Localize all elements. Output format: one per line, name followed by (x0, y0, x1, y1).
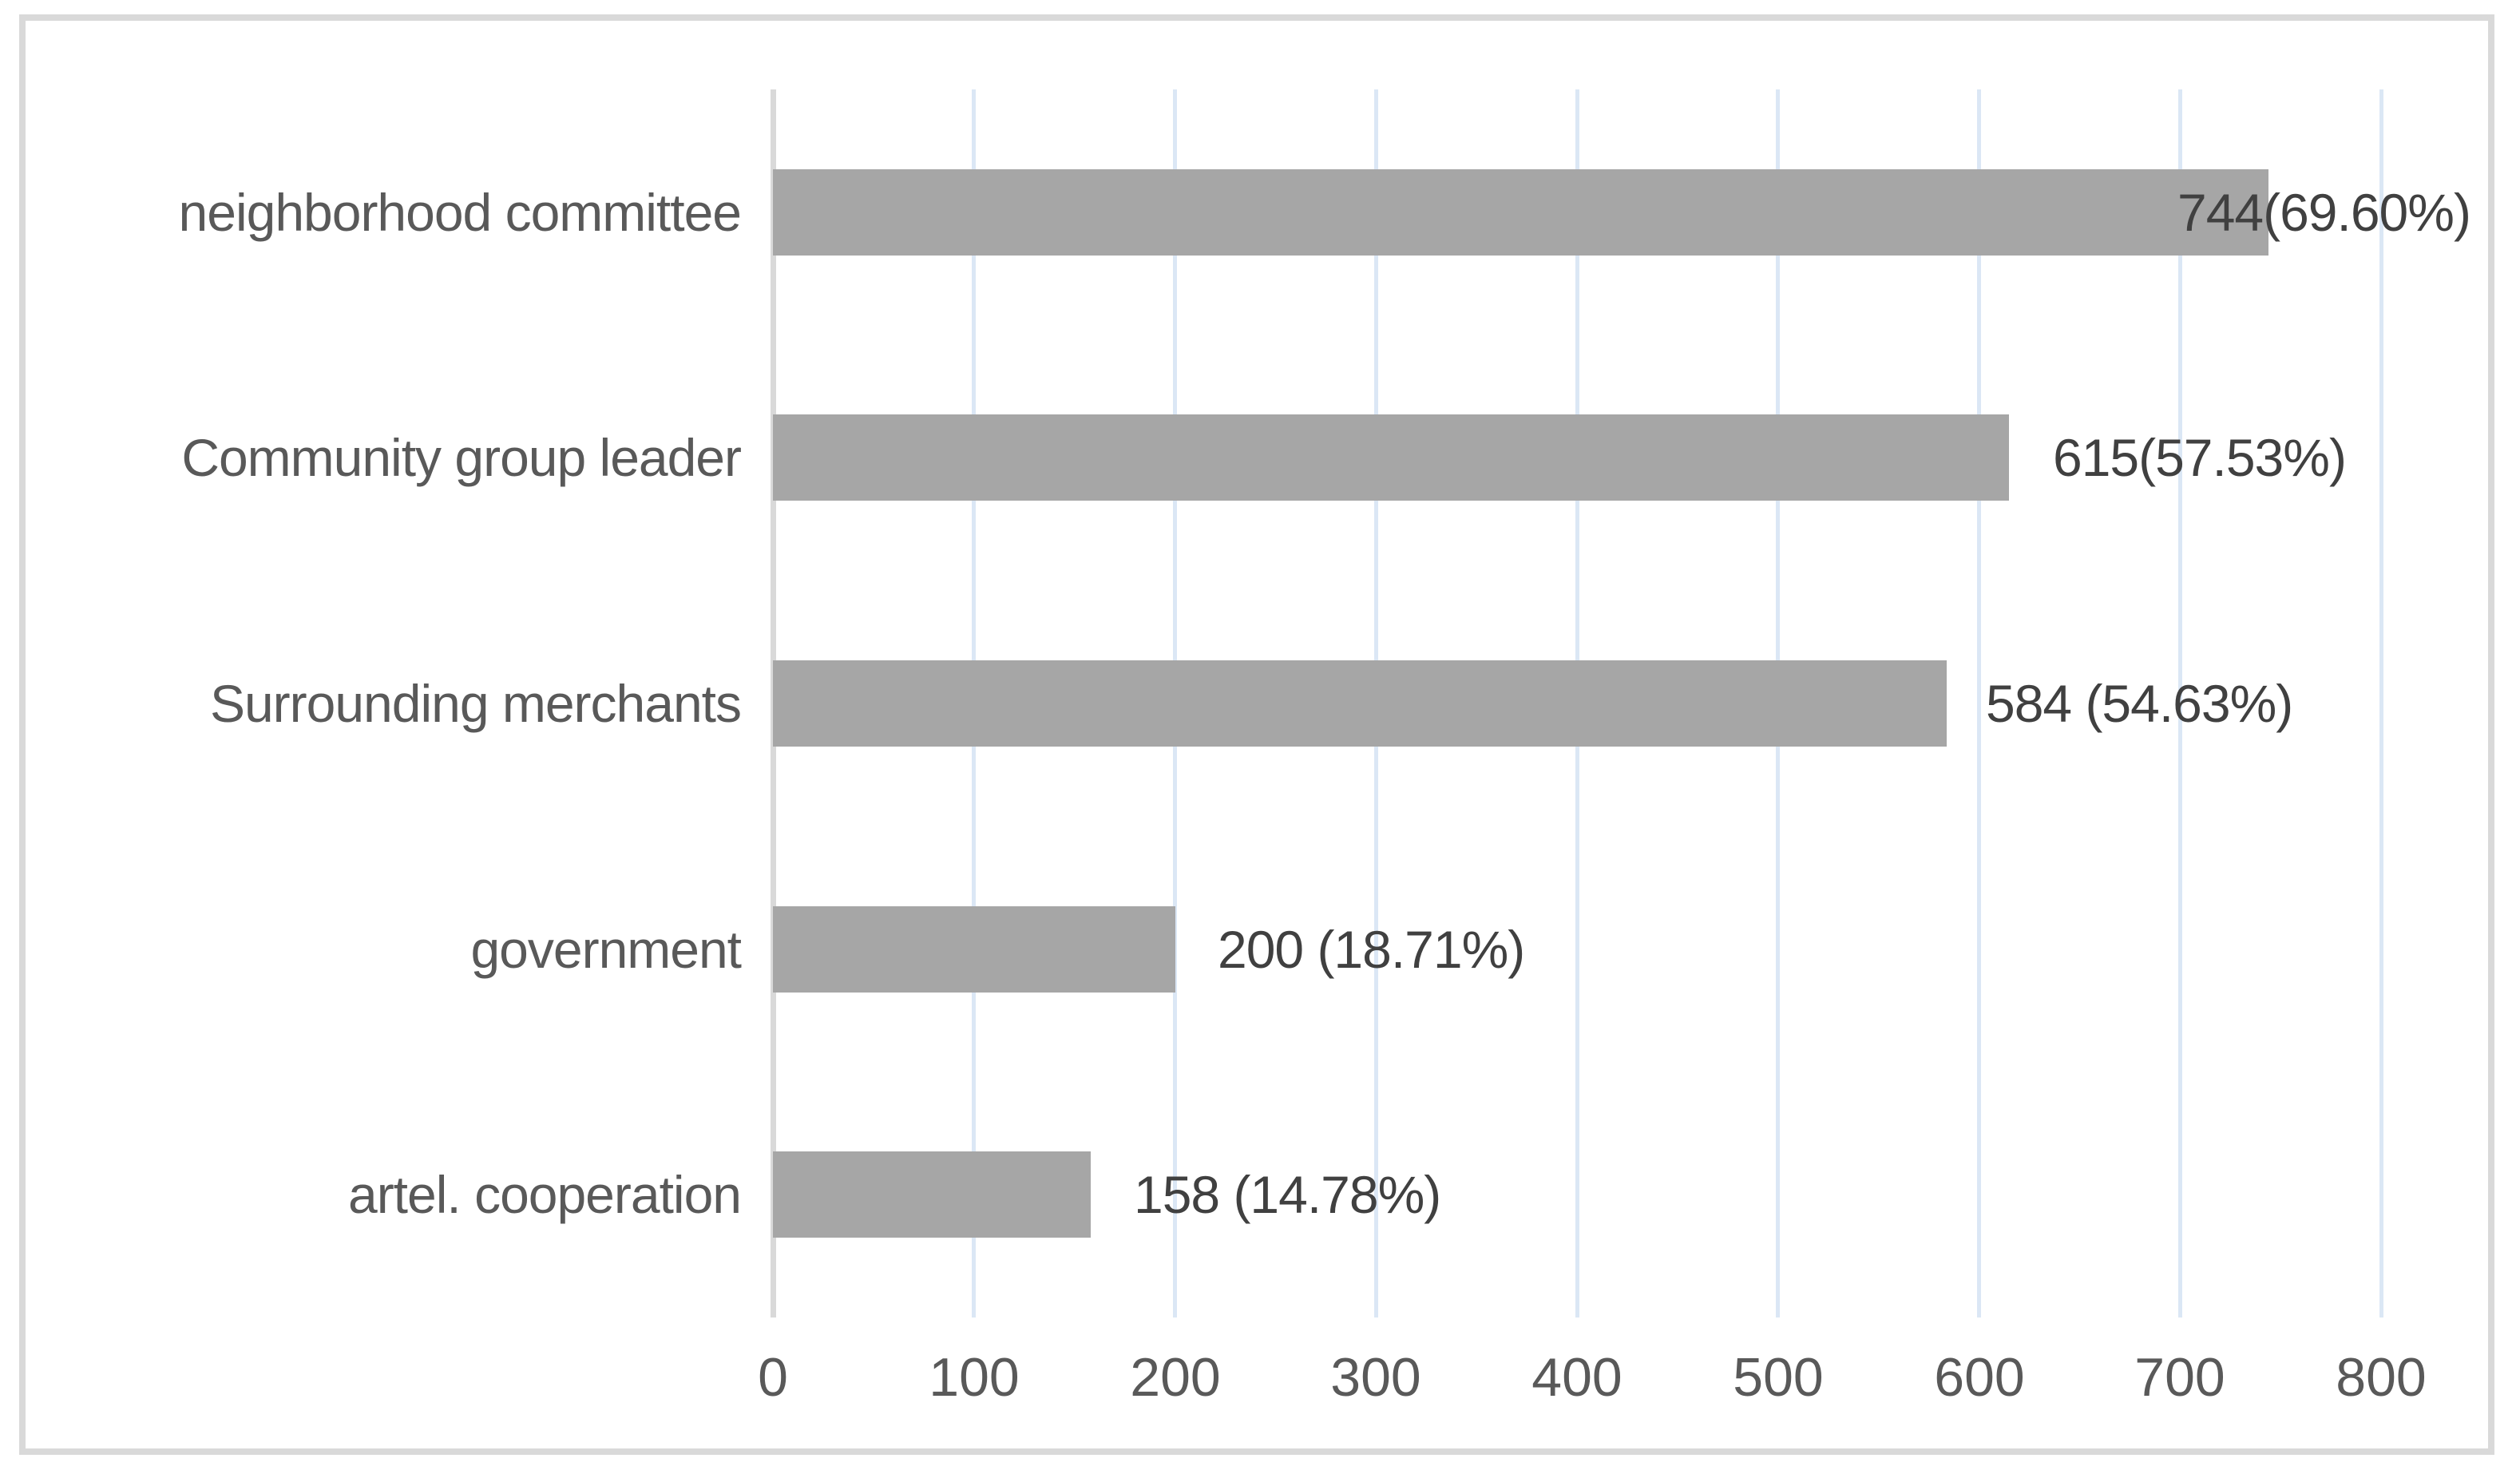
value-label: 200 (18.71%) (1218, 919, 1525, 979)
bar (773, 660, 1947, 747)
category-label: neighborhood committee (178, 182, 742, 242)
category-label: government (470, 919, 742, 979)
value-label: 158 (14.78%) (1134, 1165, 1441, 1225)
x-tick-label: 600 (1934, 1347, 2025, 1408)
value-label: 615(57.53%) (2053, 428, 2347, 488)
bar (773, 168, 2268, 256)
x-tick-label: 200 (1130, 1347, 1221, 1408)
x-tick-label: 500 (1733, 1347, 1824, 1408)
x-tick-label: 300 (1330, 1347, 1421, 1408)
bar-row: 200 (18.71%) (773, 826, 2490, 1072)
category-label: Surrounding merchants (209, 673, 742, 733)
gridline (2178, 89, 2182, 1317)
bar (773, 1151, 1091, 1238)
bar-row: 615(57.53%) (773, 335, 2490, 581)
x-tick-label: 0 (758, 1347, 788, 1408)
bar-row: 158 (14.78%) (773, 1072, 2490, 1317)
bar-row: 584 (54.63%) (773, 580, 2490, 826)
gridline (2379, 89, 2383, 1317)
chart-border-frame (19, 14, 2494, 1455)
category-label: artel. cooperation (348, 1165, 742, 1225)
category-label: Community group leader (181, 428, 742, 488)
bar (773, 414, 2009, 501)
bar (773, 905, 1175, 993)
category-axis-labels: neighborhood committee Community group le… (32, 89, 742, 1317)
x-tick-label: 100 (929, 1347, 1020, 1408)
x-tick-label: 700 (2134, 1347, 2225, 1408)
gridline (1977, 89, 1981, 1317)
x-tick-label: 800 (2336, 1347, 2427, 1408)
x-tick-label: 400 (1531, 1347, 1623, 1408)
value-label: 584 (54.63%) (1986, 673, 2293, 733)
value-label: 744(69.60%) (2177, 182, 2471, 242)
plot-area: 744(69.60%) 615(57.53%) 584 (54.63%) 200 (1… (771, 89, 2471, 1317)
bar-row: 744(69.60%) (773, 89, 2490, 335)
x-axis-tick-labels: 0 100 200 300 400 500 600 700 800 (0, 1346, 2520, 1410)
